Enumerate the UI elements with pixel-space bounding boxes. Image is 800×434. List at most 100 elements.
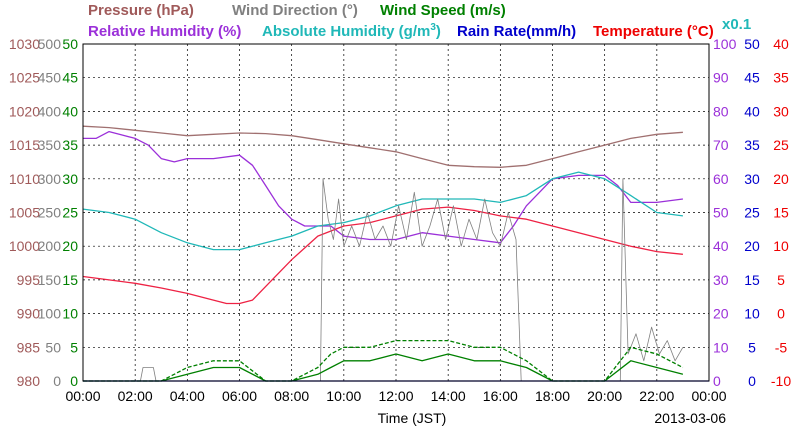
y-tick-label-humidity: 70 bbox=[713, 137, 729, 153]
x-tick-label: 08:00 bbox=[274, 388, 309, 404]
y-tick-label-temperature: 25 bbox=[773, 137, 789, 153]
x-tick-label: 12:00 bbox=[378, 388, 413, 404]
x-tick-label: 22:00 bbox=[639, 388, 674, 404]
legend-temperature: Temperature (°C) bbox=[593, 23, 714, 40]
y-tick-label-rain: 25 bbox=[744, 205, 760, 221]
series-line-2 bbox=[82, 171, 683, 251]
y-tick-label-temperature: -10 bbox=[771, 373, 791, 389]
y-tick-label-pressure: 1030 bbox=[9, 36, 40, 52]
y-tick-label-humidity: 30 bbox=[713, 272, 729, 288]
y-tick-label-humidity: 40 bbox=[713, 238, 729, 254]
series-line-1 bbox=[83, 130, 683, 244]
y-tick-label-humidity: 90 bbox=[713, 70, 729, 86]
y-tick-label-temperature: 40 bbox=[773, 36, 789, 52]
y-tick-label-temperature: 5 bbox=[777, 272, 785, 288]
y-tick-label-pressure: 1020 bbox=[9, 103, 40, 119]
y-tick-label-pressure: 990 bbox=[17, 306, 41, 322]
y-tick-label-rain: 35 bbox=[744, 137, 760, 153]
y-tick-label-rain: 5 bbox=[748, 339, 756, 355]
y-tick-label-temperature: 20 bbox=[773, 171, 789, 187]
y-tick-label-pressure: 1000 bbox=[9, 238, 40, 254]
series-line-4 bbox=[83, 178, 684, 382]
y-tick-label-wind_dir: 350 bbox=[38, 137, 62, 153]
y-tick-label-rain: 45 bbox=[744, 70, 760, 86]
y-tick-label-pressure: 980 bbox=[17, 373, 41, 389]
legend-rain-rate: Rain Rate(mm/h) bbox=[457, 23, 576, 40]
x-axis-label: Time (JST) bbox=[378, 410, 447, 426]
legend-wind-speed: Wind Speed (m/s) bbox=[380, 2, 506, 19]
x-tick-label: 00:00 bbox=[691, 388, 726, 404]
chart-grid bbox=[83, 44, 709, 381]
legend-pressure: Pressure (hPa) bbox=[88, 2, 194, 19]
y-tick-label-rain: 10 bbox=[744, 306, 760, 322]
series-line-5 bbox=[83, 353, 684, 382]
y-tick-label-wind_speed: 45 bbox=[62, 70, 78, 86]
y-tick-label-wind_dir: 250 bbox=[38, 205, 62, 221]
y-tick-label-wind_dir: 450 bbox=[38, 70, 62, 86]
y-tick-label-pressure: 1005 bbox=[9, 205, 40, 221]
y-tick-label-wind_speed: 10 bbox=[62, 306, 78, 322]
y-tick-label-wind_dir: 50 bbox=[45, 339, 61, 355]
y-tick-label-wind_speed: 5 bbox=[70, 339, 78, 355]
x-tick-label: 16:00 bbox=[483, 388, 518, 404]
x-tick-label: 10:00 bbox=[326, 388, 361, 404]
y-tick-label-wind_dir: 500 bbox=[38, 36, 62, 52]
axis-ticks: 9809859909951000100510101015102010251030… bbox=[9, 36, 791, 404]
y-tick-label-humidity: 0 bbox=[713, 373, 721, 389]
series-line-3 bbox=[82, 206, 683, 305]
legend-absolute-humidity-main: Absolute Humidity (g/m bbox=[262, 23, 430, 40]
y-tick-label-temperature: 10 bbox=[773, 238, 789, 254]
y-tick-label-wind_speed: 40 bbox=[62, 103, 78, 119]
y-tick-label-pressure: 1025 bbox=[9, 70, 40, 86]
x-tick-label: 14:00 bbox=[431, 388, 466, 404]
y-tick-label-pressure: 995 bbox=[17, 272, 41, 288]
y-tick-label-wind_dir: 300 bbox=[38, 171, 62, 187]
y-tick-label-pressure: 1015 bbox=[9, 137, 40, 153]
y-tick-label-humidity: 60 bbox=[713, 171, 729, 187]
y-tick-label-wind_speed: 50 bbox=[62, 36, 78, 52]
y-tick-label-rain: 20 bbox=[744, 238, 760, 254]
y-tick-label-temperature: 30 bbox=[773, 103, 789, 119]
y-tick-label-humidity: 50 bbox=[713, 205, 729, 221]
y-tick-label-rain: 15 bbox=[744, 272, 760, 288]
series-line-0 bbox=[82, 125, 683, 168]
date-label: 2013-03-06 bbox=[654, 410, 726, 426]
y-tick-label-humidity: 80 bbox=[713, 103, 729, 119]
x-tick-label: 00:00 bbox=[65, 388, 100, 404]
y-tick-label-wind_speed: 0 bbox=[70, 373, 78, 389]
y-tick-label-rain: 0 bbox=[748, 373, 756, 389]
y-tick-label-wind_dir: 400 bbox=[38, 103, 62, 119]
legend-temperature-main: Temperature ( bbox=[593, 23, 692, 40]
y-tick-label-rain: 30 bbox=[744, 171, 760, 187]
y-tick-label-wind_dir: 150 bbox=[38, 272, 62, 288]
y-tick-label-wind_speed: 25 bbox=[62, 205, 78, 221]
y-tick-label-temperature: 35 bbox=[773, 70, 789, 86]
x-tick-label: 06:00 bbox=[222, 388, 257, 404]
series-line-6 bbox=[83, 339, 684, 382]
y-tick-label-temperature: 0 bbox=[777, 306, 785, 322]
legend-wind-direction: Wind Direction (°) bbox=[232, 2, 358, 19]
legend-scale-note: x0.1 bbox=[722, 16, 751, 33]
legend-temperature-deg: °C) bbox=[692, 23, 714, 40]
y-tick-label-humidity: 20 bbox=[713, 306, 729, 322]
plot-frame bbox=[82, 43, 710, 382]
legend-absolute-humidity: Absolute Humidity (g/m3) bbox=[262, 22, 441, 40]
x-tick-label: 18:00 bbox=[535, 388, 570, 404]
y-tick-label-humidity: 10 bbox=[713, 339, 729, 355]
y-tick-label-pressure: 985 bbox=[17, 339, 41, 355]
y-tick-label-rain: 40 bbox=[744, 103, 760, 119]
legend-absolute-humidity-sup: 3 bbox=[430, 22, 436, 33]
y-tick-label-wind_speed: 35 bbox=[62, 137, 78, 153]
x-tick-label: 04:00 bbox=[170, 388, 205, 404]
legend-absolute-humidity-close: ) bbox=[436, 23, 441, 40]
legend-relative-humidity: Relative Humidity (%) bbox=[88, 23, 241, 40]
y-tick-label-wind_dir: 200 bbox=[38, 238, 62, 254]
y-tick-label-wind_dir: 100 bbox=[38, 306, 62, 322]
y-tick-label-wind_speed: 20 bbox=[62, 238, 78, 254]
x-tick-label: 02:00 bbox=[118, 388, 153, 404]
y-tick-label-wind_speed: 15 bbox=[62, 272, 78, 288]
y-tick-label-humidity: 100 bbox=[713, 36, 737, 52]
y-tick-label-pressure: 1010 bbox=[9, 171, 40, 187]
y-tick-label-temperature: 15 bbox=[773, 205, 789, 221]
